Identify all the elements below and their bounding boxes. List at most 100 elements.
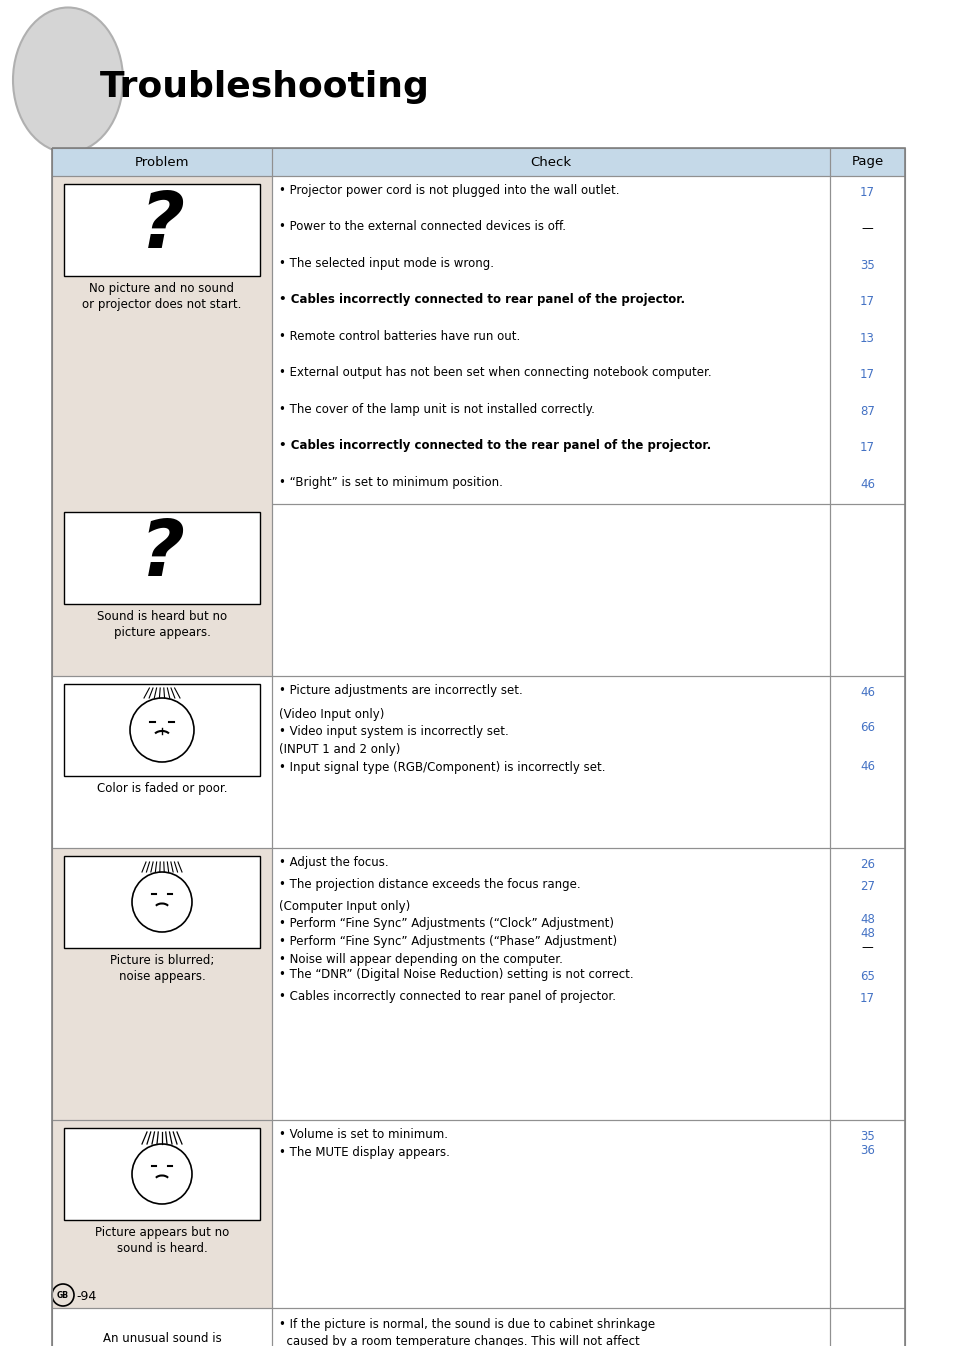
Bar xyxy=(829,848,904,1120)
Bar xyxy=(52,1120,272,1308)
Bar xyxy=(829,676,904,848)
Text: GB: GB xyxy=(57,1291,69,1299)
Bar xyxy=(64,684,260,777)
Bar xyxy=(829,176,904,503)
Text: • Cables incorrectly connected to rear panel of projector.: • Cables incorrectly connected to rear p… xyxy=(278,991,616,1003)
Bar xyxy=(829,503,904,676)
Text: Troubleshooting: Troubleshooting xyxy=(100,70,430,104)
Bar xyxy=(64,856,260,948)
Text: • “Bright” is set to minimum position.: • “Bright” is set to minimum position. xyxy=(278,475,502,489)
Text: 13: 13 xyxy=(860,331,874,345)
Text: 35: 35 xyxy=(860,258,874,272)
Bar xyxy=(64,1128,260,1219)
Bar xyxy=(52,148,272,176)
Bar xyxy=(829,1308,904,1346)
Text: • Cables incorrectly connected to the rear panel of the projector.: • Cables incorrectly connected to the re… xyxy=(278,439,711,452)
Bar xyxy=(829,176,904,503)
Text: • The cover of the lamp unit is not installed correctly.: • The cover of the lamp unit is not inst… xyxy=(278,402,595,416)
Text: 17: 17 xyxy=(859,369,874,381)
Text: 27: 27 xyxy=(859,880,874,892)
Text: (Video Input only)
• Video input system is incorrectly set.
(INPUT 1 and 2 only): (Video Input only) • Video input system … xyxy=(278,708,605,774)
Text: • Cables incorrectly connected to rear panel of the projector.: • Cables incorrectly connected to rear p… xyxy=(278,293,684,307)
Text: Check: Check xyxy=(530,156,571,168)
Text: • Picture adjustments are incorrectly set.: • Picture adjustments are incorrectly se… xyxy=(278,684,522,697)
Text: Color is faded or poor.: Color is faded or poor. xyxy=(96,782,227,795)
Circle shape xyxy=(130,699,193,762)
Text: (Computer Input only)
• Perform “Fine Sync” Adjustments (“Clock” Adjustment)
• P: (Computer Input only) • Perform “Fine Sy… xyxy=(278,900,617,965)
Bar xyxy=(829,1308,904,1346)
Text: ?: ? xyxy=(139,188,184,264)
Bar xyxy=(52,676,272,848)
Bar xyxy=(64,511,260,604)
Bar xyxy=(52,848,272,1120)
Bar xyxy=(52,176,272,676)
Bar xyxy=(829,676,904,848)
Bar xyxy=(272,1120,829,1308)
Bar xyxy=(64,184,260,276)
Bar xyxy=(272,1120,829,1308)
Text: • Power to the external connected devices is off.: • Power to the external connected device… xyxy=(278,221,565,233)
Text: No picture and no sound
or projector does not start.: No picture and no sound or projector doe… xyxy=(82,283,241,311)
Bar xyxy=(52,1308,272,1346)
Text: 48: 48 xyxy=(860,913,874,926)
Bar xyxy=(52,848,272,1120)
Text: • Adjust the focus.: • Adjust the focus. xyxy=(278,856,388,870)
Text: 87: 87 xyxy=(860,405,874,417)
Text: An unusual sound is
occasionally heard
from the cabinet.: An unusual sound is occasionally heard f… xyxy=(103,1333,221,1346)
Bar xyxy=(272,1308,829,1346)
Text: 65: 65 xyxy=(860,970,874,983)
Bar xyxy=(52,176,272,676)
Bar xyxy=(272,676,829,848)
Ellipse shape xyxy=(13,8,123,152)
Text: Picture is blurred;
noise appears.: Picture is blurred; noise appears. xyxy=(110,954,214,983)
Bar xyxy=(272,503,829,676)
Text: —: — xyxy=(861,222,872,236)
Text: Picture appears but no
sound is heard.: Picture appears but no sound is heard. xyxy=(94,1226,229,1254)
Text: 46: 46 xyxy=(859,686,874,699)
Text: 17: 17 xyxy=(859,441,874,454)
Bar xyxy=(52,676,272,848)
Bar xyxy=(272,148,829,176)
Text: 17: 17 xyxy=(859,295,874,308)
Text: • The “DNR” (Digital Noise Reduction) setting is not correct.: • The “DNR” (Digital Noise Reduction) se… xyxy=(278,968,633,981)
Text: • Projector power cord is not plugged into the wall outlet.: • Projector power cord is not plugged in… xyxy=(278,184,618,197)
Text: 66: 66 xyxy=(859,721,874,734)
Bar xyxy=(272,676,829,848)
Text: Problem: Problem xyxy=(134,156,189,168)
Text: 35: 35 xyxy=(860,1131,874,1143)
Text: Sound is heard but no
picture appears.: Sound is heard but no picture appears. xyxy=(97,610,227,639)
Text: • Volume is set to minimum.
• The MUTE display appears.: • Volume is set to minimum. • The MUTE d… xyxy=(278,1128,450,1159)
Text: 17: 17 xyxy=(859,186,874,199)
Bar xyxy=(272,848,829,1120)
Bar xyxy=(829,848,904,1120)
Bar xyxy=(272,1308,829,1346)
Bar xyxy=(272,848,829,1120)
Bar xyxy=(829,148,904,176)
Circle shape xyxy=(132,1144,192,1205)
Bar xyxy=(52,1120,272,1308)
Text: 48: 48 xyxy=(860,927,874,940)
Bar xyxy=(272,176,829,503)
Bar xyxy=(52,1308,272,1346)
Text: 26: 26 xyxy=(859,857,874,871)
Text: 36: 36 xyxy=(860,1144,874,1158)
Bar xyxy=(829,1120,904,1308)
Text: • The selected input mode is wrong.: • The selected input mode is wrong. xyxy=(278,257,494,271)
Circle shape xyxy=(132,872,192,931)
Text: -94: -94 xyxy=(76,1289,96,1303)
Bar xyxy=(829,1120,904,1308)
Bar xyxy=(272,176,829,503)
Text: Page: Page xyxy=(850,156,882,168)
Bar xyxy=(829,503,904,676)
Bar xyxy=(52,148,904,1346)
Text: 46: 46 xyxy=(859,760,874,773)
Text: • External output has not been set when connecting notebook computer.: • External output has not been set when … xyxy=(278,366,711,380)
Bar xyxy=(52,148,272,176)
Text: ?: ? xyxy=(139,516,184,592)
Text: —: — xyxy=(861,941,872,954)
Bar xyxy=(829,148,904,176)
Bar xyxy=(272,148,829,176)
Text: • Remote control batteries have run out.: • Remote control batteries have run out. xyxy=(278,330,519,343)
Bar xyxy=(272,503,829,676)
Text: • If the picture is normal, the sound is due to cabinet shrinkage
  caused by a : • If the picture is normal, the sound is… xyxy=(278,1318,655,1346)
